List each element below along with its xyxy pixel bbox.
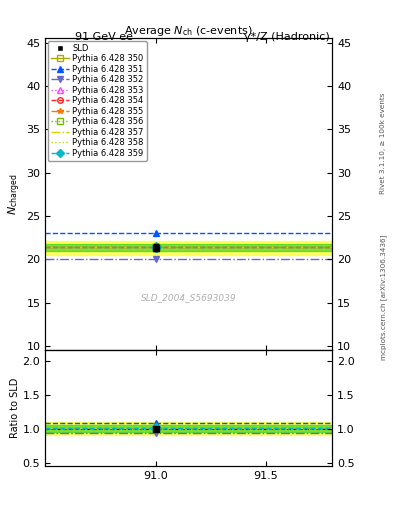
Y-axis label: Ratio to SLD: Ratio to SLD: [10, 378, 20, 438]
Text: γ*/Z (Hadronic): γ*/Z (Hadronic): [244, 32, 330, 42]
Bar: [45, 241, 332, 254]
Text: SLD_2004_S5693039: SLD_2004_S5693039: [141, 293, 237, 302]
Y-axis label: $N_\mathsf{charged}$: $N_\mathsf{charged}$: [7, 174, 24, 215]
Bar: [45, 244, 332, 251]
Bar: [45, 425, 332, 432]
Text: mcplots.cern.ch [arXiv:1306.3436]: mcplots.cern.ch [arXiv:1306.3436]: [380, 234, 387, 359]
Legend: SLD, Pythia 6.428 350, Pythia 6.428 351, Pythia 6.428 352, Pythia 6.428 353, Pyt: SLD, Pythia 6.428 350, Pythia 6.428 351,…: [48, 41, 147, 161]
Bar: [45, 422, 332, 435]
Text: Rivet 3.1.10, ≥ 100k events: Rivet 3.1.10, ≥ 100k events: [380, 93, 386, 194]
Text: 91 GeV ee: 91 GeV ee: [75, 32, 133, 42]
Title: Average $N_\mathsf{ch}$ (c-events): Average $N_\mathsf{ch}$ (c-events): [124, 24, 253, 38]
